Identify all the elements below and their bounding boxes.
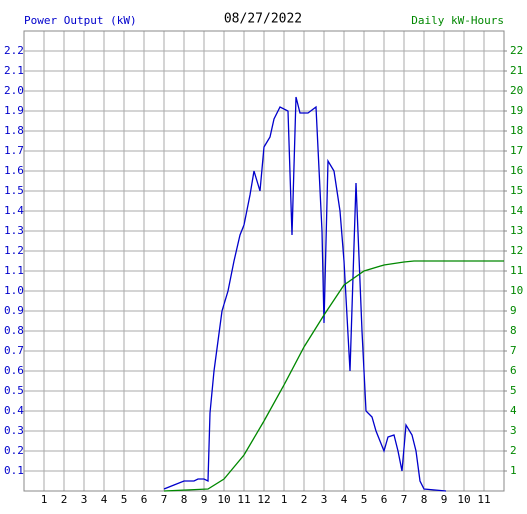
y-tick-label: 1.1	[4, 264, 24, 277]
y-tick-label: 0.8	[4, 324, 24, 337]
y2-tick-label: 19	[510, 104, 523, 117]
y2-tick-label: 14	[510, 204, 524, 217]
y2-tick-label: 2	[510, 444, 517, 457]
y2-tick-label: 9	[510, 304, 517, 317]
x-tick-label: 3	[321, 493, 328, 506]
x-tick-label: 11	[237, 493, 250, 506]
y2-tick-label: 20	[510, 84, 523, 97]
x-tick-label: 10	[217, 493, 230, 506]
x-tick-label: 2	[301, 493, 308, 506]
y-tick-label: 0.4	[4, 404, 24, 417]
x-tick-label: 10	[457, 493, 470, 506]
x-tick-label: 1	[281, 493, 288, 506]
y-tick-label: 1.7	[4, 144, 24, 157]
chart-title: 08/27/2022	[224, 12, 302, 27]
y-tick-label: 1.0	[4, 284, 24, 297]
y2-tick-label: 8	[510, 324, 517, 337]
y2-tick-label: 12	[510, 244, 523, 257]
x-tick-label: 5	[121, 493, 128, 506]
y-tick-label: 1.2	[4, 244, 24, 257]
y-tick-label: 2.1	[4, 64, 24, 77]
x-tick-label: 5	[361, 493, 368, 506]
y-tick-label: 2.0	[4, 84, 24, 97]
y2-tick-label: 7	[510, 344, 517, 357]
y2-tick-label: 4	[510, 404, 517, 417]
y2-tick-label: 17	[510, 144, 523, 157]
y2-tick-label: 1	[510, 464, 517, 477]
y2-tick-label: 21	[510, 64, 523, 77]
x-tick-label: 7	[161, 493, 168, 506]
y-tick-label: 1.5	[4, 184, 24, 197]
y-tick-label: 1.8	[4, 124, 24, 137]
y2-tick-label: 16	[510, 164, 523, 177]
series-line	[163, 260, 504, 492]
y-tick-label: 1.3	[4, 224, 24, 237]
y-tick-label: 0.6	[4, 364, 24, 377]
x-tick-label: 7	[401, 493, 408, 506]
x-tick-label: 8	[421, 493, 428, 506]
y-tick-label: 0.1	[4, 464, 24, 477]
y-tick-label: 1.9	[4, 104, 24, 117]
y2-tick-label: 18	[510, 124, 523, 137]
y2-tick-label: 15	[510, 184, 523, 197]
x-tick-label: 9	[201, 493, 208, 506]
x-tick-label: 3	[81, 493, 88, 506]
y-tick-label: 2.2	[4, 44, 24, 57]
x-tick-label: 4	[341, 493, 348, 506]
x-tick-label: 1	[41, 493, 48, 506]
x-tick-label: 6	[381, 493, 388, 506]
y2-tick-label: 6	[510, 364, 517, 377]
y-tick-label: 0.3	[4, 424, 24, 437]
x-tick-label: 4	[101, 493, 108, 506]
y-tick-label: 1.6	[4, 164, 24, 177]
y-tick-label: 1.4	[4, 204, 24, 217]
x-tick-label: 11	[477, 493, 490, 506]
x-tick-label: 8	[181, 493, 188, 506]
series-line	[163, 96, 447, 492]
y2-tick-label: 11	[510, 264, 523, 277]
y-tick-label: 0.7	[4, 344, 24, 357]
y2-axis-title: Daily kW-Hours	[411, 14, 504, 27]
y2-tick-label: 13	[510, 224, 523, 237]
y2-tick-label: 3	[510, 424, 517, 437]
y-tick-label: 0.9	[4, 304, 24, 317]
y-tick-label: 0.2	[4, 444, 24, 457]
y2-tick-label: 10	[510, 284, 523, 297]
y-tick-label: 0.5	[4, 384, 24, 397]
x-tick-label: 6	[141, 493, 148, 506]
y2-tick-label: 22	[510, 44, 523, 57]
y-axis-title: Power Output (kW)	[24, 14, 137, 27]
y2-tick-label: 5	[510, 384, 517, 397]
x-tick-label: 12	[257, 493, 270, 506]
x-tick-label: 2	[61, 493, 68, 506]
x-tick-label: 9	[441, 493, 448, 506]
